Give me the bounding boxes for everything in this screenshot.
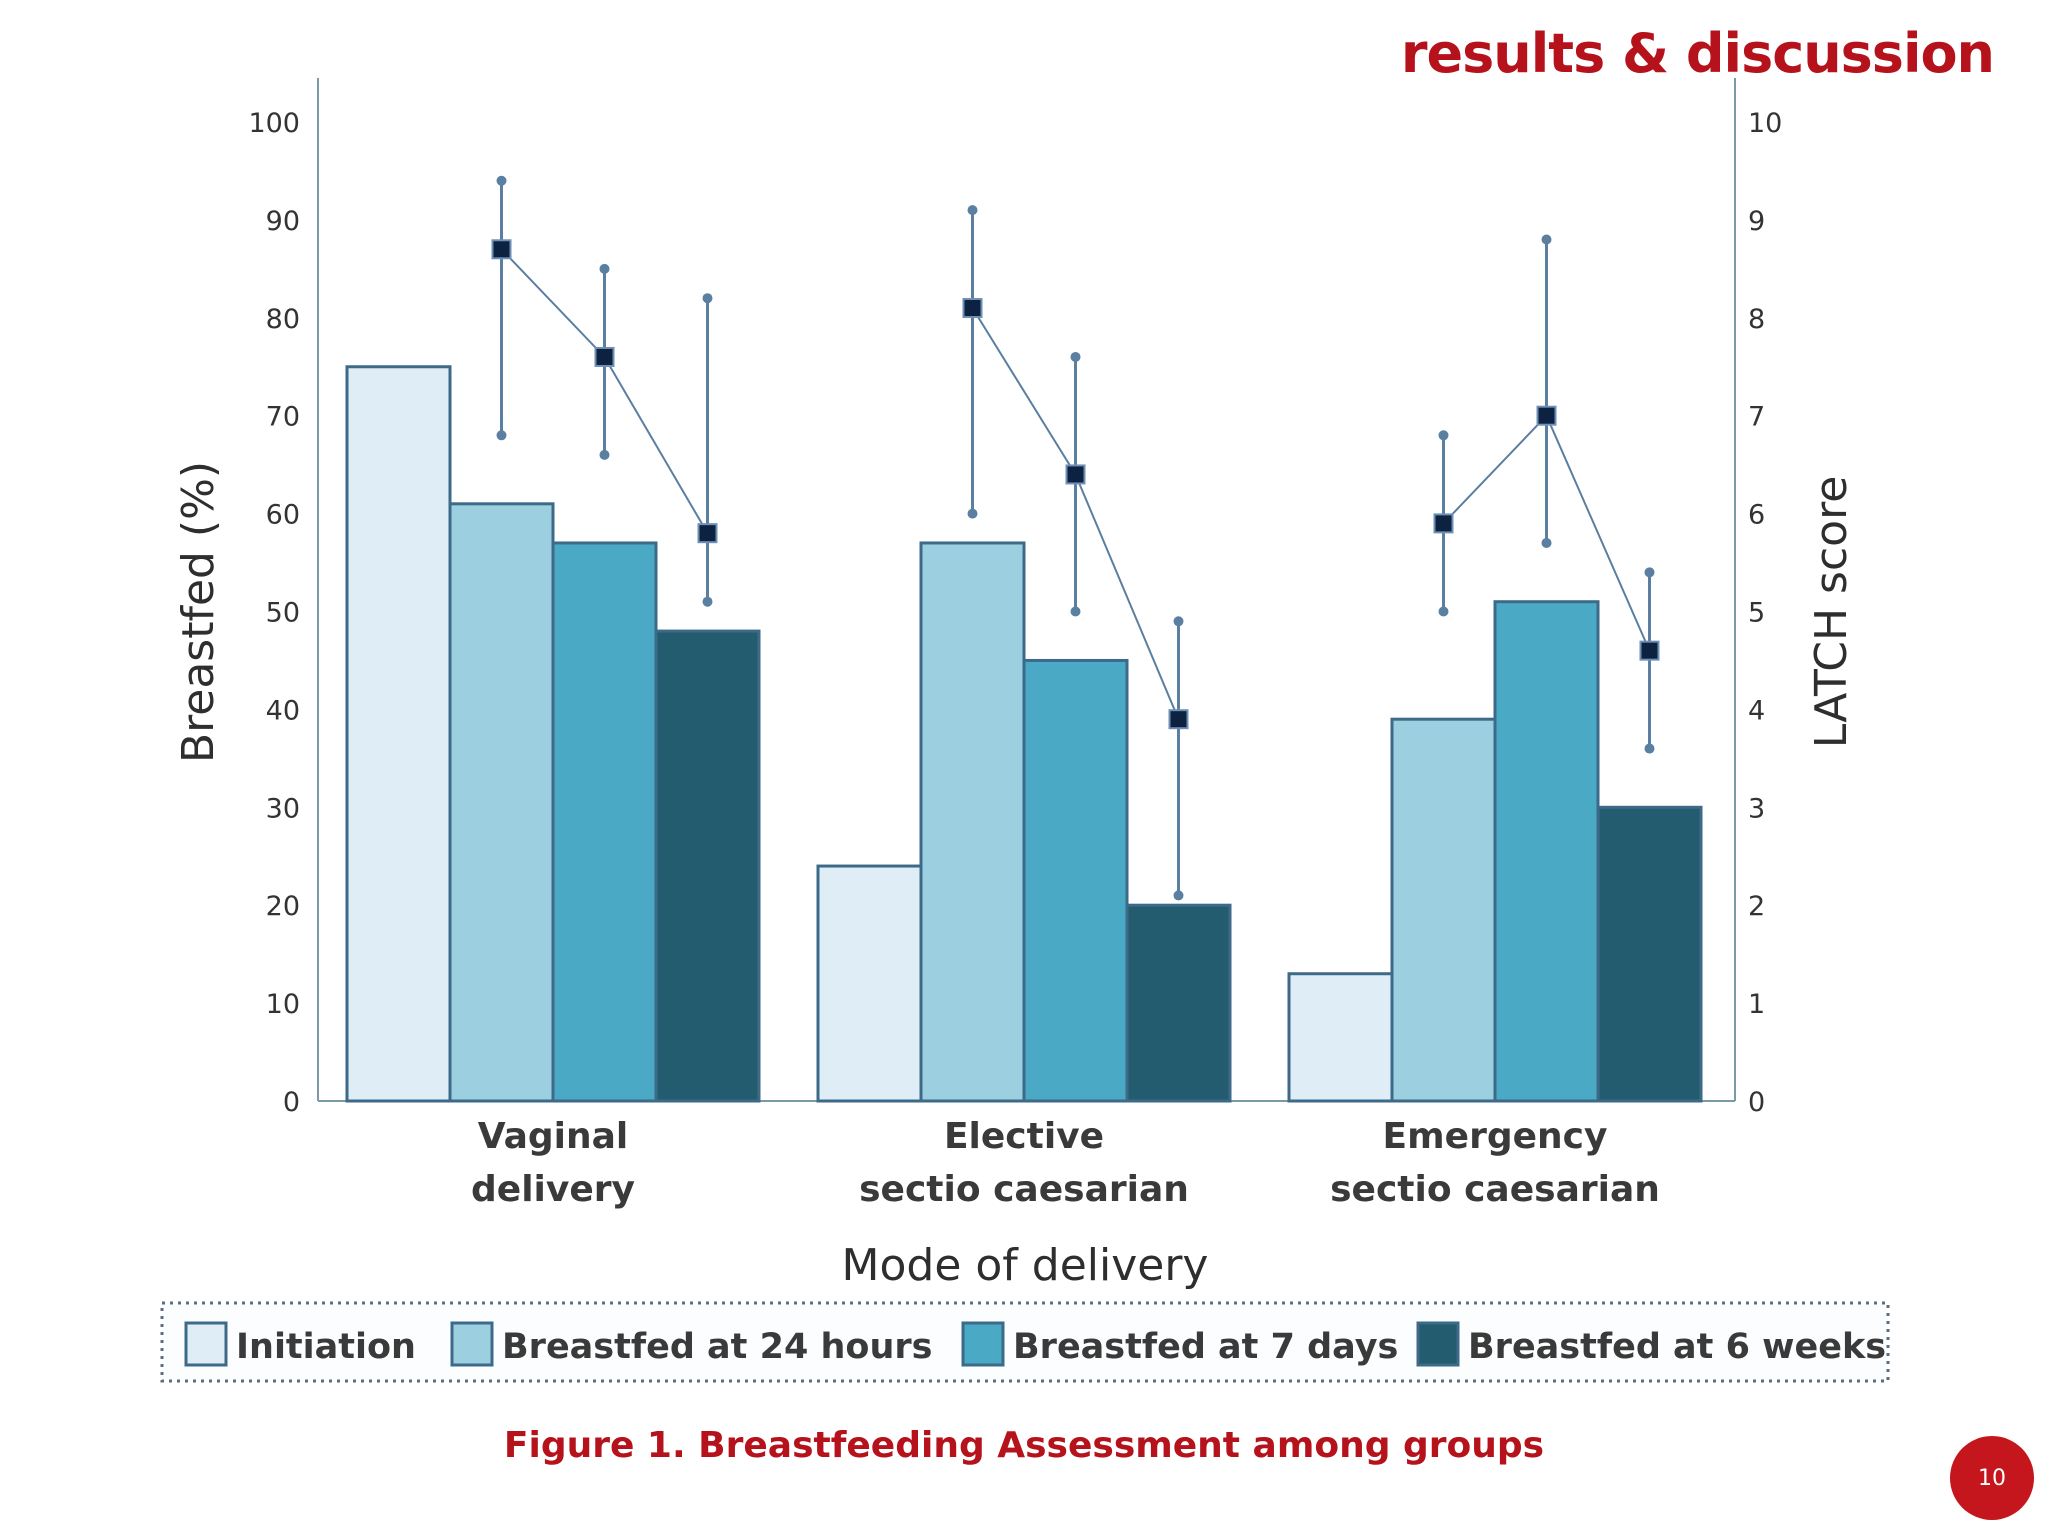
bar	[816, 864, 923, 1103]
error-cap	[599, 263, 610, 274]
error-cap	[1644, 567, 1655, 578]
error-cap	[967, 205, 978, 216]
latch-point	[962, 298, 983, 319]
latch-point	[1168, 709, 1189, 730]
error-cap	[1541, 234, 1552, 245]
y-tick-label: 60	[266, 500, 300, 531]
error-cap	[1070, 351, 1081, 362]
category-label: sectio caesarian	[859, 1169, 1189, 1210]
section-title: results & discussion	[1400, 22, 1995, 85]
figure-caption: Figure 1. Breastfeeding Assessment among…	[503, 1425, 1545, 1466]
error-cap	[496, 430, 507, 441]
page-number-badge: 10	[1950, 1436, 2034, 1520]
error-cap	[1644, 743, 1655, 754]
bar	[1390, 717, 1497, 1103]
bar	[919, 541, 1026, 1103]
y2-axis-title: LATCH score	[1806, 476, 1857, 749]
y2-tick-label: 9	[1748, 206, 1765, 237]
category-label: Elective	[944, 1116, 1104, 1157]
bar	[1493, 600, 1600, 1103]
y-tick-label: 20	[266, 891, 300, 922]
y-tick-label: 70	[266, 402, 300, 433]
bar	[1022, 658, 1129, 1103]
y-tick-label: 40	[266, 695, 300, 726]
error-cap	[1541, 537, 1552, 548]
bar	[1287, 972, 1394, 1103]
legend: Initiation Breastfed at 24 hours Breastfed…	[160, 1301, 1890, 1383]
category-label: Emergency	[1383, 1116, 1608, 1157]
legend-label: Breastfed at 24 hours	[502, 1327, 932, 1367]
y2-tick-label: 7	[1748, 402, 1765, 433]
bar	[345, 365, 452, 1103]
bar	[654, 629, 761, 1103]
legend-label: Breastfed at 6 weeks	[1468, 1327, 1886, 1367]
legend-box	[160, 1301, 1890, 1383]
bars	[345, 365, 1703, 1103]
y-tick-label: 100	[248, 108, 300, 139]
legend-label: Initiation	[236, 1327, 416, 1367]
latch-series	[491, 175, 1660, 901]
y-tick-label: 80	[266, 304, 300, 335]
bar	[1125, 903, 1232, 1103]
axis-labels: Vaginal delivery Elective sectio caesarian E…	[173, 461, 1857, 1291]
y-axis-title: Breastfed (%)	[173, 461, 224, 763]
error-cap	[1070, 606, 1081, 617]
error-cap	[967, 508, 978, 519]
error-cap	[1173, 616, 1184, 627]
y2-tick-label: 1	[1748, 989, 1765, 1020]
y2-tick-label: 8	[1748, 304, 1765, 335]
latch-point	[1639, 640, 1660, 661]
latch-point	[697, 523, 718, 544]
y2-tick-label: 3	[1748, 793, 1765, 824]
error-cap	[496, 175, 507, 186]
latch-point	[1065, 464, 1086, 485]
category-label: Vaginal	[478, 1116, 629, 1157]
bar	[1596, 805, 1703, 1103]
category-label: sectio caesarian	[1330, 1169, 1660, 1210]
legend-swatch	[184, 1321, 228, 1367]
legend-label: Breastfed at 7 days	[1013, 1327, 1398, 1367]
legend-swatch	[1416, 1321, 1460, 1367]
bar	[448, 502, 555, 1103]
latch-point	[491, 239, 512, 260]
latch-point	[594, 346, 615, 367]
error-cap	[702, 293, 713, 304]
legend-swatch	[961, 1321, 1005, 1367]
error-cap	[702, 596, 713, 607]
x-axis-title: Mode of delivery	[842, 1240, 1209, 1291]
y-tick-label: 10	[266, 989, 300, 1020]
category-label: delivery	[471, 1169, 635, 1210]
y2-tick-label: 5	[1748, 598, 1765, 629]
y-tick-label: 30	[266, 793, 300, 824]
error-cap	[1438, 430, 1449, 441]
latch-point	[1536, 405, 1557, 426]
error-cap	[599, 449, 610, 460]
error-cap	[1438, 606, 1449, 617]
y2-tick-label: 6	[1748, 500, 1765, 531]
y2-tick-label: 10	[1748, 108, 1782, 139]
error-cap	[1173, 890, 1184, 901]
y2-tick-label: 2	[1748, 891, 1765, 922]
y2-tick-label: 0	[1748, 1087, 1765, 1118]
latch-point	[1433, 513, 1454, 534]
bar	[551, 541, 658, 1103]
y2-tick-label: 4	[1748, 695, 1765, 726]
legend-swatch	[450, 1321, 494, 1367]
y-tick-label: 50	[266, 598, 300, 629]
y-tick-label: 0	[283, 1087, 300, 1118]
y-tick-label: 90	[266, 206, 300, 237]
